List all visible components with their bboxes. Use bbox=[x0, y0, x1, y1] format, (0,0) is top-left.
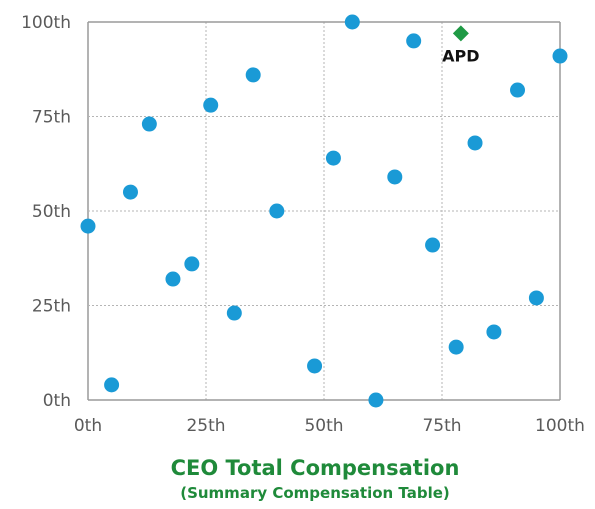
x-axis-subtitle: (Summary Compensation Table) bbox=[180, 484, 450, 502]
data-point bbox=[368, 392, 384, 408]
data-point bbox=[226, 305, 242, 321]
data-point bbox=[104, 377, 120, 393]
x-tick-label: 75th bbox=[422, 416, 461, 436]
data-point bbox=[387, 169, 403, 185]
data-point bbox=[245, 67, 261, 83]
grid bbox=[87, 21, 561, 401]
x-axis-title: CEO Total Compensation bbox=[170, 456, 460, 480]
data-point bbox=[122, 184, 138, 200]
data-point bbox=[344, 14, 360, 30]
data-point bbox=[203, 97, 219, 113]
x-tick-label: 0th bbox=[74, 416, 102, 436]
data-point bbox=[552, 48, 568, 64]
y-tick-label: 75th bbox=[32, 108, 71, 128]
highlight-point: APD bbox=[442, 25, 480, 65]
y-tick-label: 100th bbox=[21, 13, 71, 33]
data-point bbox=[467, 135, 483, 151]
tick-labels: 0th 25th 50th 75th 100th 0th 25th 50th 75th 100th bbox=[21, 13, 585, 436]
data-point bbox=[486, 324, 502, 340]
data-point bbox=[528, 290, 544, 306]
y-tick-label: 50th bbox=[32, 202, 71, 222]
y-tick-label: 0th bbox=[43, 391, 71, 411]
highlight-label: APD bbox=[442, 46, 479, 65]
y-tick-label: 25th bbox=[32, 297, 71, 317]
x-tick-label: 50th bbox=[304, 416, 343, 436]
data-point bbox=[448, 339, 464, 355]
data-point bbox=[406, 33, 422, 49]
data-point bbox=[269, 203, 285, 219]
data-point bbox=[325, 150, 341, 166]
data-point bbox=[425, 237, 441, 253]
data-point bbox=[141, 116, 157, 132]
x-tick-label: 100th bbox=[535, 416, 585, 436]
data-point bbox=[510, 82, 526, 98]
data-point bbox=[184, 256, 200, 272]
data-point bbox=[307, 358, 323, 374]
data-point bbox=[80, 218, 96, 234]
data-points bbox=[80, 14, 568, 408]
highlight-marker bbox=[452, 25, 469, 42]
x-tick-label: 25th bbox=[186, 416, 225, 436]
data-point bbox=[165, 271, 181, 287]
